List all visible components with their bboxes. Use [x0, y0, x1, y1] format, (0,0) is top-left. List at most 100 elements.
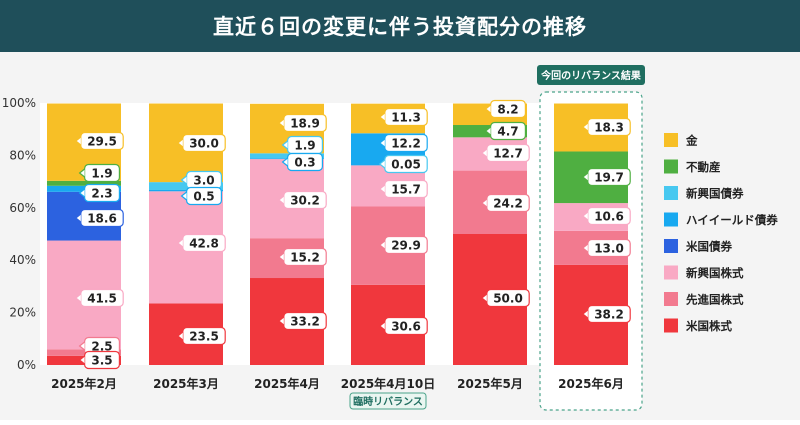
x-tick-label: 2025年5月 [457, 376, 523, 391]
page-title: 直近６回の変更に伴う投資配分の推移 [213, 11, 587, 41]
data-label: 10.6 [583, 208, 630, 225]
data-label: 3.5 [80, 352, 120, 369]
legend-label: 新興国株式 [686, 266, 744, 280]
data-label-text: 12.7 [493, 147, 523, 161]
chart-area: 0% 20% 40% 60% 80% 100% 今回のリバランス結果 2025年2月 2025年… [0, 52, 800, 420]
legend-swatch [664, 160, 678, 174]
data-label: 50.0 [482, 290, 529, 307]
header-bar: 直近６回の変更に伴う投資配分の推移 [0, 0, 800, 52]
data-label-text: 24.2 [493, 197, 523, 211]
data-label: 1.9 [80, 165, 120, 182]
data-label-text: 4.7 [497, 125, 518, 139]
legend-swatch [664, 133, 678, 147]
data-label-text: 41.5 [87, 292, 117, 306]
data-label-text: 30.0 [189, 137, 219, 151]
legend-label: 米国債券 [685, 240, 732, 254]
data-label-text: 42.8 [189, 237, 219, 251]
legend-label: 米国株式 [685, 319, 732, 333]
data-label: 30.2 [279, 192, 326, 209]
data-label-text: 29.9 [391, 239, 421, 253]
y-tick-label: 80% [9, 148, 36, 162]
data-label-text: 11.3 [391, 111, 421, 125]
data-label-text: 18.3 [594, 121, 624, 135]
data-label-text: 1.9 [91, 167, 112, 181]
x-tick-label: 2025年4月 [254, 376, 320, 391]
data-label-text: 30.2 [290, 194, 320, 208]
data-label-text: 15.7 [391, 183, 421, 197]
y-tick-label: 20% [9, 306, 36, 320]
data-label-text: 0.05 [391, 158, 421, 172]
data-label: 30.6 [380, 318, 427, 335]
data-label-text: 3.0 [193, 174, 214, 188]
data-label: 0.5 [182, 188, 222, 205]
data-label-text: 1.9 [294, 139, 315, 153]
y-tick-label: 60% [9, 201, 36, 215]
data-label: 23.5 [178, 328, 225, 345]
data-label: 0.05 [380, 156, 427, 173]
data-label-text: 18.9 [290, 117, 320, 131]
data-label-text: 50.0 [493, 292, 523, 306]
data-label: 18.9 [279, 115, 326, 132]
data-label: 11.3 [380, 109, 427, 126]
legend-swatch [664, 186, 678, 200]
data-label-text: 19.7 [594, 171, 624, 185]
legend-swatch [664, 266, 678, 280]
x-tick-label: 2025年4月10日 [341, 376, 435, 391]
legend-label: ハイイールド債券 [686, 213, 778, 227]
data-label-text: 18.6 [87, 212, 117, 226]
x-tick-label: 2025年3月 [153, 376, 219, 391]
data-label-text: 0.3 [294, 156, 315, 170]
data-label: 24.2 [482, 195, 529, 212]
data-label: 12.7 [482, 145, 529, 162]
data-label: 33.2 [279, 313, 326, 330]
y-tick-label: 40% [9, 253, 36, 267]
y-tick-label: 100% [2, 96, 36, 110]
data-label: 1.9 [283, 137, 323, 154]
data-label: 19.7 [583, 169, 630, 186]
x-tick-label: 2025年6月 [558, 376, 624, 391]
data-label-text: 29.5 [87, 135, 117, 149]
data-label: 18.6 [76, 210, 123, 227]
data-label: 2.3 [80, 185, 120, 202]
data-label: 3.0 [182, 172, 222, 189]
data-label-text: 0.5 [193, 190, 214, 204]
data-label: 13.0 [583, 240, 630, 257]
allocation-chart: 0% 20% 40% 60% 80% 100% 今回のリバランス結果 2025年2月 2025年… [0, 52, 800, 420]
data-label: 18.3 [583, 119, 630, 136]
data-label-text: 15.2 [290, 251, 320, 265]
data-label: 4.7 [486, 123, 526, 140]
latest-result-badge-label: 今回のリバランス結果 [540, 69, 642, 82]
data-label: 15.7 [380, 181, 427, 198]
data-label-text: 38.2 [594, 308, 624, 322]
data-label: 42.8 [178, 235, 225, 252]
data-label: 29.5 [76, 133, 123, 150]
x-tick-label: 2025年2月 [51, 376, 117, 391]
legend-label: 先進国株式 [686, 293, 744, 307]
data-label-text: 30.6 [391, 320, 421, 334]
temporary-rebalance-label: 臨時リバランス [353, 395, 423, 408]
data-label: 12.2 [380, 135, 427, 152]
data-label: 38.2 [583, 306, 630, 323]
data-label: 41.5 [76, 290, 123, 307]
data-label-text: 2.3 [91, 187, 112, 201]
data-label: 30.0 [178, 135, 225, 152]
legend-swatch [664, 292, 678, 306]
data-label-text: 8.2 [497, 103, 518, 117]
legend-swatch [664, 319, 678, 333]
legend-label: 不動産 [686, 160, 721, 174]
legend-label: 新興国債券 [686, 187, 744, 201]
data-label-text: 3.5 [91, 354, 112, 368]
data-label-text: 12.2 [391, 137, 421, 151]
data-label: 29.9 [380, 237, 427, 254]
data-label: 15.2 [279, 249, 326, 266]
legend-swatch [664, 239, 678, 253]
data-label: 8.2 [486, 101, 526, 118]
data-label-text: 33.2 [290, 315, 320, 329]
data-label-text: 10.6 [594, 210, 624, 224]
data-label: 0.3 [283, 154, 323, 171]
legend-swatch [664, 213, 678, 227]
y-tick-label: 0% [17, 358, 36, 372]
data-label-text: 13.0 [594, 242, 624, 256]
data-label-text: 23.5 [189, 330, 219, 344]
legend-label: 金 [685, 134, 698, 148]
